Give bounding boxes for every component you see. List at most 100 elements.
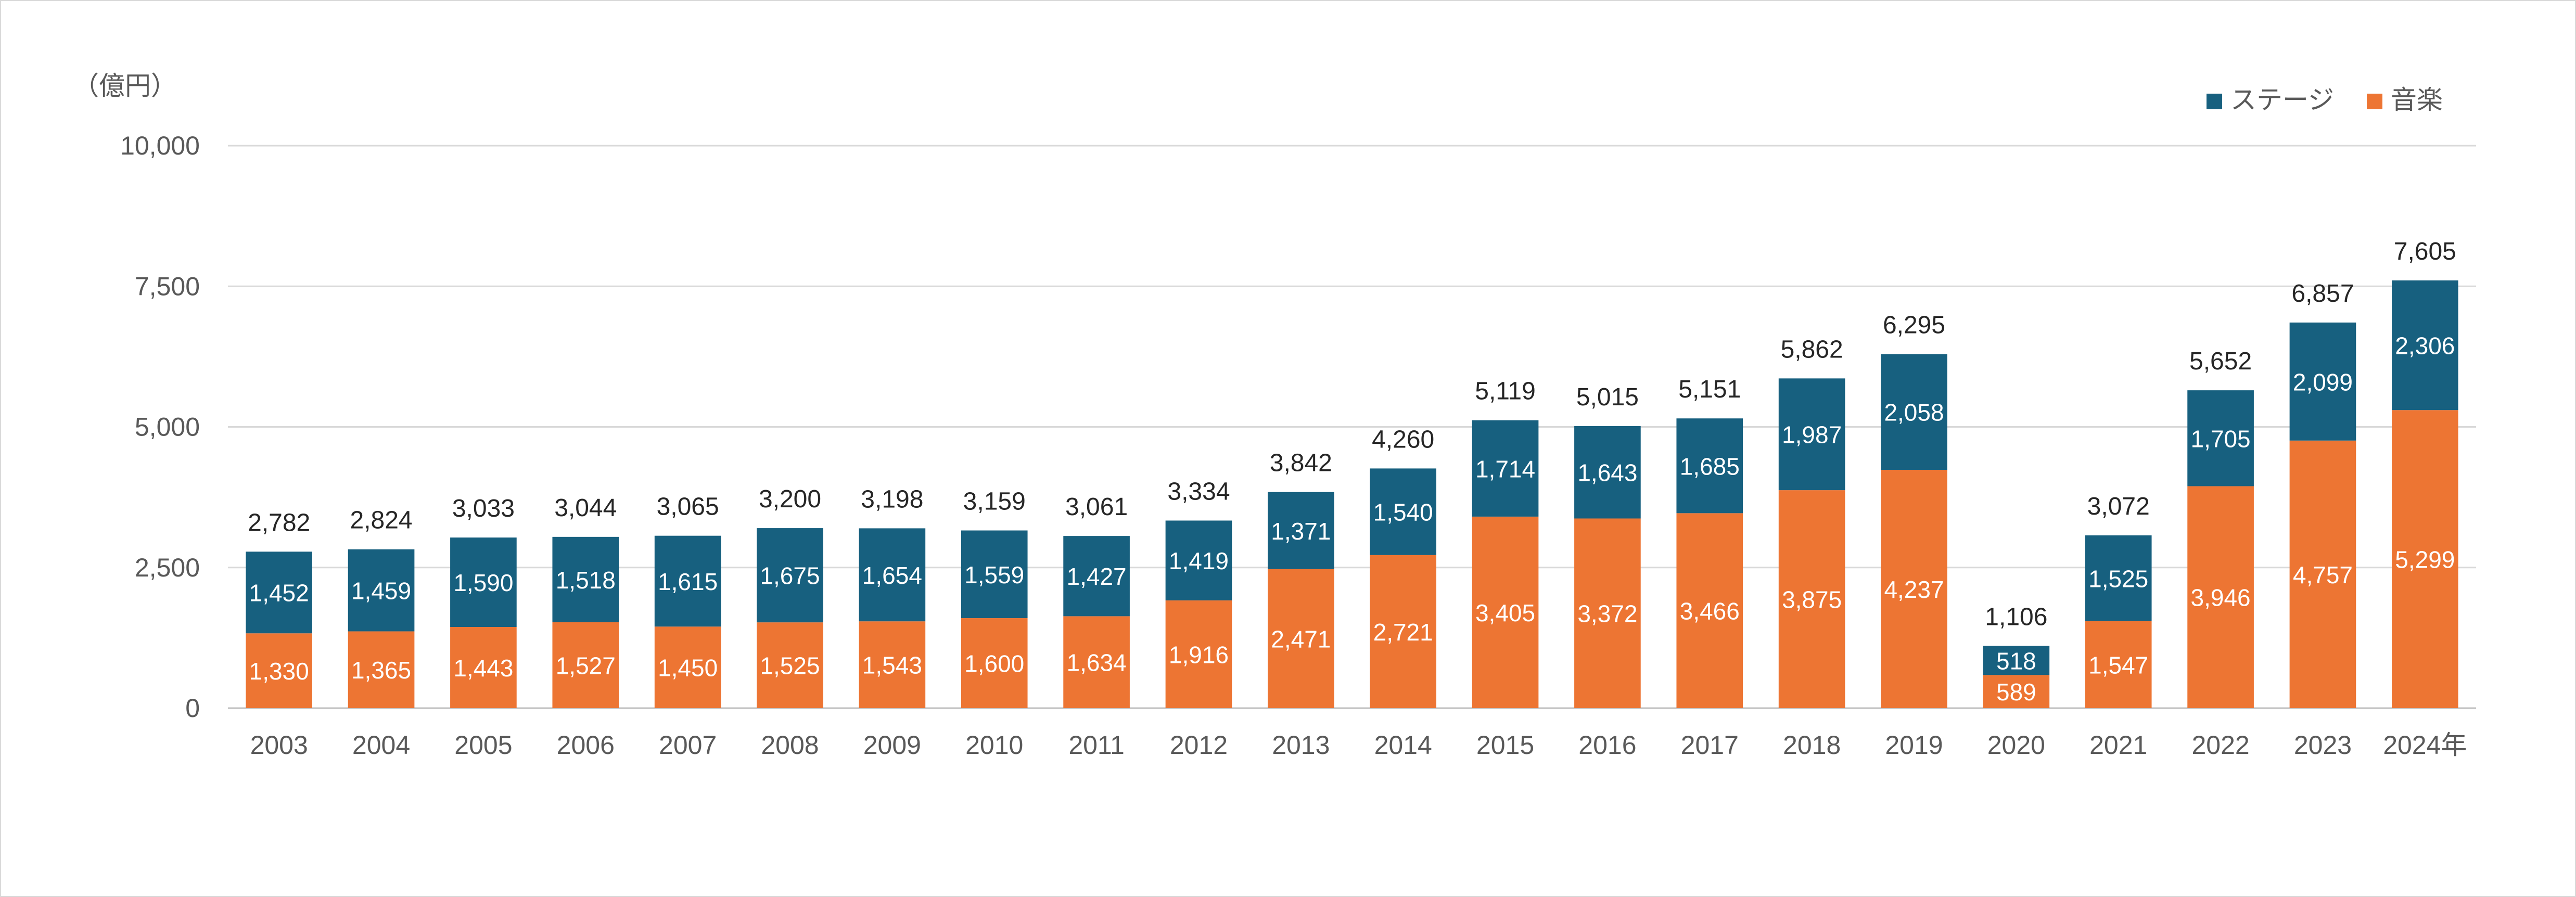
bar-segment-stage [552, 536, 619, 622]
segment-value-label: 2,471 [1271, 625, 1331, 652]
total-value-label: 6,295 [1883, 312, 1945, 339]
bar-segment-stage [654, 535, 721, 627]
x-tick-label: 2009 [863, 731, 921, 760]
segment-value-label: 589 [1996, 678, 2036, 706]
bar-segment-music [1881, 469, 1947, 708]
x-tick-label: 2005 [454, 731, 512, 760]
total-value-label: 6,857 [2291, 280, 2354, 307]
bar-segment-stage [859, 528, 926, 622]
total-value-label: 3,198 [861, 485, 923, 513]
segment-value-label: 1,590 [453, 569, 513, 596]
bar-segment-stage [1063, 536, 1130, 617]
segment-value-label: 1,634 [1067, 649, 1127, 676]
x-tick-label: 2021 [2089, 731, 2147, 760]
bar-segment-music [1574, 518, 1641, 708]
bar-segment-music [2392, 410, 2458, 708]
segment-value-label: 5,299 [2395, 546, 2455, 573]
segment-value-label: 1,450 [658, 655, 718, 682]
bar-segment-music [2289, 440, 2356, 708]
segment-value-label: 2,099 [2293, 368, 2353, 395]
legend-label: ステージ [2230, 85, 2334, 114]
bar-segment-stage [1778, 378, 1845, 491]
y-unit-label: （億円） [73, 71, 177, 100]
x-tick-label: 2012 [1170, 731, 1228, 760]
segment-value-label: 3,875 [1782, 586, 1842, 613]
bar-segment-music [1063, 616, 1130, 708]
bar-segment-stage [2187, 390, 2254, 486]
segment-value-label: 1,615 [658, 568, 718, 595]
bar-segment-stage [1370, 468, 1436, 555]
y-axis: 0 2,500 5,000 7,500 10,000 [120, 131, 200, 723]
segment-value-label: 1,675 [760, 562, 820, 590]
bar-segment-music [348, 631, 415, 708]
total-value-label: 3,334 [1167, 478, 1230, 506]
x-tick-label: 2020 [1987, 731, 2045, 760]
total-value-label: 3,044 [554, 494, 617, 522]
x-tick-label: 2014 [1374, 731, 1432, 760]
total-value-label: 5,119 [1475, 378, 1536, 405]
segment-value-label: 1,443 [453, 655, 513, 682]
segment-value-label: 1,543 [862, 652, 922, 679]
segment-value-label: 1,527 [556, 652, 616, 679]
bar-segment-stage [1472, 420, 1539, 517]
segment-value-label: 1,643 [1577, 459, 1637, 486]
bar-segment-music [1676, 513, 1743, 708]
bar-segment-stage [1881, 354, 1947, 470]
bar-segment-stage [1574, 426, 1641, 519]
total-value-label: 3,061 [1065, 493, 1128, 521]
bar-segment-music [450, 627, 517, 708]
bar-segment-stage [2085, 535, 2152, 621]
x-tick-label: 2019 [1885, 731, 1943, 760]
segment-value-label: 1,916 [1169, 641, 1229, 668]
segment-value-label: 3,466 [1680, 598, 1740, 625]
bar-segment-stage [757, 528, 823, 623]
segment-value-label: 1,559 [964, 561, 1024, 588]
x-tick-label: 2003 [250, 731, 308, 760]
bar-segment-stage [450, 537, 517, 627]
x-tick-label: 2024年 [2383, 731, 2467, 760]
bar-segment-stage [348, 549, 415, 632]
segment-value-label: 3,372 [1577, 600, 1637, 627]
total-value-label: 2,824 [350, 507, 412, 534]
bar-segment-music [859, 621, 926, 708]
y-tick-label: 2,500 [135, 553, 200, 582]
total-value-label: 3,033 [452, 495, 515, 522]
total-labels: 2,782 2,824 3,033 3,044 3,065 3,200 3,198 3,159… [248, 238, 2456, 631]
bar-segment-stage [961, 530, 1028, 619]
bar-segment-music [2085, 621, 2152, 708]
x-tick-label: 2008 [761, 731, 819, 760]
segment-value-label: 3,405 [1475, 599, 1535, 626]
segment-value-label: 1,371 [1271, 518, 1331, 545]
bar-segment-music [1778, 490, 1845, 708]
segment-value-label: 1,330 [249, 658, 309, 685]
y-tick-label: 7,500 [135, 272, 200, 301]
x-tick-label: 2006 [557, 731, 615, 760]
x-tick-label: 2016 [1578, 731, 1636, 760]
legend-label: 音楽 [2391, 85, 2443, 114]
x-tick-label: 2017 [1681, 731, 1739, 760]
segment-value-label: 1,714 [1475, 455, 1535, 482]
x-axis: 2003 2004 2005 2006 2007 2008 2009 2010 2011 2012… [250, 731, 2467, 760]
y-tick-label: 0 [185, 694, 200, 723]
bar-segment-music [961, 618, 1028, 708]
segment-value-label: 1,547 [2088, 651, 2148, 678]
segment-value-label: 1,419 [1169, 547, 1229, 574]
x-tick-label: 2018 [1783, 731, 1841, 760]
segment-value-label: 1,452 [249, 580, 309, 607]
x-tick-label: 2015 [1476, 731, 1534, 760]
bar-segment-music [654, 626, 721, 708]
segment-value-label: 1,427 [1067, 563, 1127, 590]
bar-segment-stage [1983, 646, 2050, 675]
segment-value-label: 1,685 [1680, 453, 1740, 480]
segment-value-label: 518 [1996, 647, 2036, 674]
segment-value-label: 2,721 [1373, 619, 1433, 646]
bar-segment-stage [1676, 418, 1743, 514]
bar-segment-music [1472, 516, 1539, 708]
bar-segment-music [2187, 486, 2254, 708]
bar-segment-music [1268, 569, 1334, 708]
total-value-label: 3,842 [1270, 450, 1332, 477]
segment-value-label: 1,705 [2191, 425, 2251, 452]
segment-value-label: 1,525 [2088, 565, 2148, 592]
